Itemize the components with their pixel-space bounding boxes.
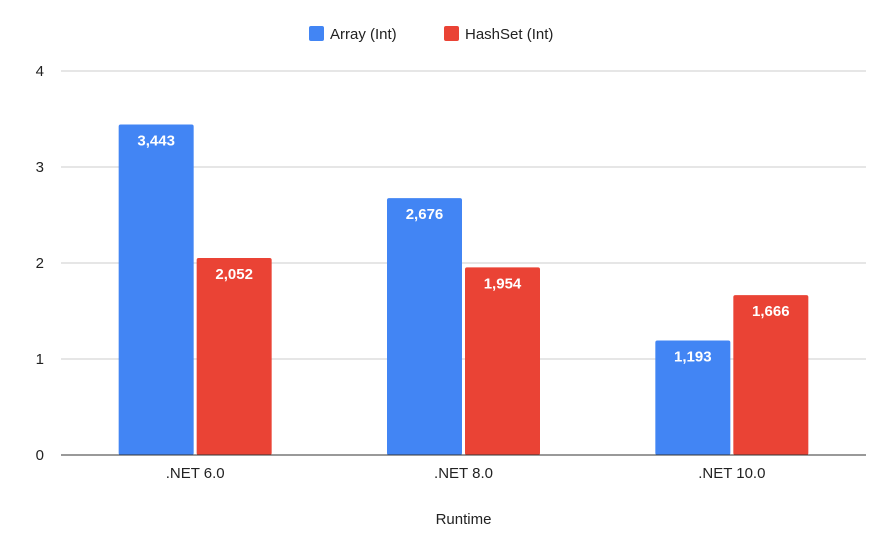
data-label: 2,676 [406, 206, 444, 223]
legend-swatch [444, 26, 459, 41]
bar [465, 267, 540, 455]
data-label: 1,954 [484, 275, 522, 292]
bars [118, 124, 809, 456]
x-tick-label: .NET 10.0 [698, 465, 765, 482]
x-tick-label: .NET 6.0 [166, 465, 225, 482]
bar [196, 258, 272, 455]
y-tick-label: 0 [36, 447, 44, 464]
legend-label: Array (Int) [330, 26, 397, 43]
gridlines [61, 70, 866, 360]
x-tick-label: .NET 8.0 [434, 465, 493, 482]
y-tick-label: 4 [36, 63, 44, 80]
y-axis-ticks: 0 1 2 3 4 [36, 63, 44, 464]
data-label: 1,193 [674, 348, 712, 365]
bar [655, 340, 731, 455]
data-label: 3,443 [137, 132, 175, 149]
y-tick-label: 3 [36, 159, 44, 176]
bar [387, 198, 462, 455]
y-tick-label: 2 [36, 255, 44, 272]
x-axis-ticks: .NET 6.0 .NET 8.0 .NET 10.0 [166, 465, 766, 482]
data-labels: 3,443 2,052 2,676 1,954 1,193 1,666 [137, 132, 789, 365]
y-tick-label: 1 [36, 351, 44, 368]
bar [733, 295, 809, 455]
legend-label: HashSet (Int) [465, 26, 553, 43]
data-label: 2,052 [215, 266, 253, 283]
x-axis-title: Runtime [436, 511, 492, 528]
data-label: 1,666 [752, 303, 790, 320]
legend-swatch [309, 26, 324, 41]
legend: Array (Int) HashSet (Int) [309, 26, 553, 43]
bar [118, 124, 194, 456]
